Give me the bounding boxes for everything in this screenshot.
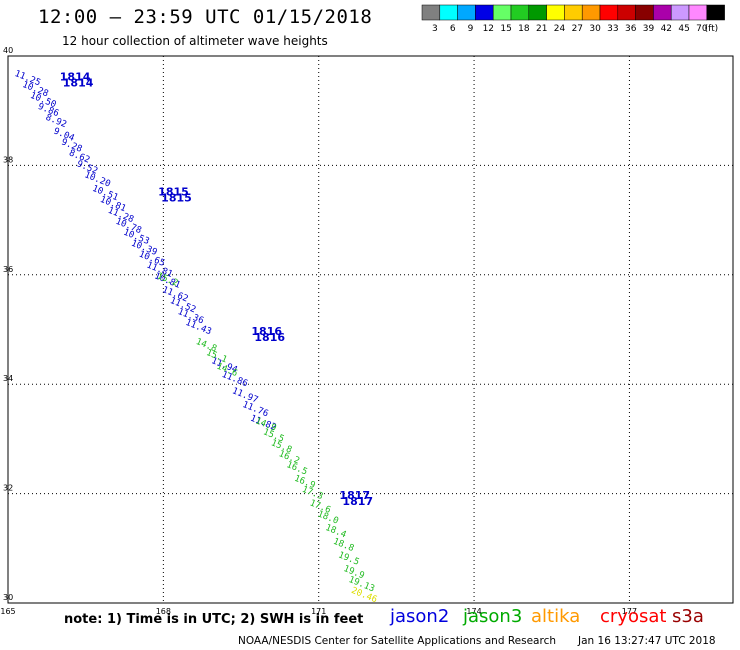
colorbar-swatch: [421, 4, 441, 21]
y-tick-label: 30: [3, 593, 13, 602]
colorbar-swatch: [617, 4, 636, 21]
x-tick-label: 174: [466, 607, 481, 616]
colorbar-label: 3: [432, 24, 438, 34]
time-label: 1814: [60, 71, 91, 84]
colorbar-label: 6: [450, 24, 456, 34]
time-label-shadow: 1816: [254, 331, 285, 344]
colorbar-label: 45: [678, 24, 689, 34]
x-tick-label: 165: [0, 607, 15, 616]
y-tick-label: 40: [3, 46, 13, 55]
x-tick-label: 177: [622, 607, 637, 616]
colorbar-label: 27: [572, 24, 583, 34]
colorbar-swatch: [581, 4, 601, 21]
time-label-shadow: 1815: [161, 191, 192, 204]
satellite-legend-jason2: jason2: [390, 606, 450, 627]
colorbar-unit: (ft): [705, 24, 719, 34]
colorbar-label: 9: [468, 24, 474, 34]
colorbar-swatch: [653, 4, 672, 21]
colorbar-swatch: [475, 4, 494, 21]
colorbar-swatch: [688, 4, 708, 21]
time-label: 1815: [158, 185, 189, 198]
colorbar-swatch: [457, 4, 476, 21]
colorbar-swatch: [439, 4, 458, 21]
colorbar-swatch: [492, 4, 512, 21]
x-tick-label: 171: [311, 607, 326, 616]
y-tick-label: 34: [3, 374, 13, 383]
colorbar-swatch: [599, 4, 619, 21]
time-label-shadow: 1817: [342, 495, 373, 508]
colorbar-label: 24: [554, 24, 566, 34]
colorbar-swatch: [706, 4, 725, 21]
time-label: 1817: [339, 489, 370, 502]
satellite-legend-jason3: jason3: [463, 606, 523, 627]
colorbar-label: 30: [589, 24, 601, 34]
footer-note: note: 1) Time is in UTC; 2) SWH is in fe…: [64, 612, 364, 627]
colorbar-swatch: [510, 4, 530, 21]
chart-subtitle: 12 hour collection of altimeter wave hei…: [62, 34, 328, 48]
time-label: 1816: [251, 325, 282, 338]
satellite-legend-s3a: s3a: [672, 606, 704, 627]
satellite-legend-cryosat: cryosat: [600, 606, 667, 627]
y-tick-label: 32: [3, 484, 13, 493]
x-tick-label: 168: [156, 607, 171, 616]
y-tick-label: 38: [3, 155, 13, 164]
colorbar-label: 18: [518, 24, 530, 34]
colorbar-label: 12: [483, 24, 494, 34]
colorbar-label: 70: [696, 24, 708, 34]
satellite-legend-altika: altika: [531, 606, 581, 627]
chart-title: 12:00 – 23:59 UTC 01/15/2018: [38, 6, 373, 28]
footer-timestamp: Jan 16 13:27:47 UTC 2018: [578, 635, 716, 647]
colorbar-swatch: [528, 4, 547, 21]
colorbar-label: 33: [607, 24, 618, 34]
colorbar-swatch: [635, 4, 654, 21]
colorbar-label: 39: [643, 24, 655, 34]
colorbar-label: 42: [661, 24, 672, 34]
colorbar-swatch: [546, 4, 565, 21]
colorbar-label: 36: [625, 24, 637, 34]
colorbar-swatch: [670, 4, 690, 21]
colorbar-label: 15: [500, 24, 511, 34]
time-label-shadow: 1814: [63, 77, 94, 90]
y-tick-label: 36: [3, 265, 13, 274]
colorbar-label: 21: [536, 24, 547, 34]
footer-credit: NOAA/NESDIS Center for Satellite Applica…: [238, 635, 556, 647]
plot-frame: [7, 55, 734, 604]
colorbar-swatch: [564, 4, 583, 21]
